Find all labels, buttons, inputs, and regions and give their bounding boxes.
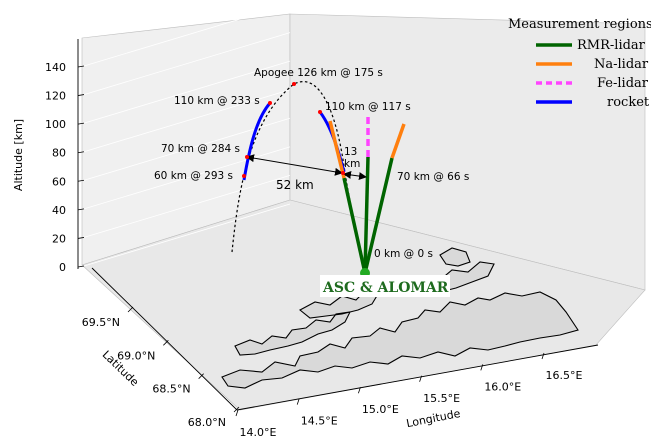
legend-title: Measurement regions — [508, 17, 651, 32]
z-grid-line — [83, 89, 291, 153]
z-tick-label: 120 — [45, 90, 66, 103]
x-tick-mark — [419, 375, 422, 382]
site-label: ASC & ALOMAR — [322, 280, 449, 296]
x-tick-mark — [296, 398, 300, 405]
z-grid-line — [83, 175, 291, 238]
legend-label-na: Na-lidar — [594, 57, 649, 72]
z-tick-mark — [77, 179, 85, 182]
y-tick-mark — [198, 373, 204, 379]
z-tick-mark — [77, 237, 85, 239]
marker-down70 — [245, 155, 249, 159]
z-tick-mark — [77, 151, 85, 154]
z-tick-mark — [77, 122, 85, 125]
label-down110: 110 km @ 233 s — [174, 95, 260, 107]
z-tick-label: 100 — [45, 118, 66, 131]
label-52km: 52 km — [276, 178, 314, 192]
marker-apogee — [292, 82, 296, 86]
y-tick-mark — [163, 340, 169, 346]
z-grid-line — [83, 203, 291, 267]
marker-up70 — [341, 171, 345, 175]
z-tick-mark — [77, 265, 85, 268]
z-ticks: 0 20 40 60 80 100 120 140 — [45, 61, 85, 274]
label-13km-line1: 13 — [344, 146, 357, 158]
label-down60: 60 km @ 293 s — [154, 170, 233, 182]
label-13km-line2: km — [344, 158, 360, 170]
na-beam-2 — [390, 123, 406, 159]
x-tick-label: 15.5°E — [423, 392, 460, 405]
z-grid-line — [83, 32, 291, 95]
z-tick-label: 140 — [45, 61, 66, 74]
x-tick-label: 16.0°E — [484, 380, 521, 393]
z-tick-label: 40 — [52, 204, 66, 217]
marker-down110 — [268, 101, 272, 105]
y-tick-mark — [127, 306, 134, 313]
z-axis-label: Altitude [km] — [12, 119, 25, 191]
y-tick-label: 68.0°N — [188, 416, 226, 429]
y-axis-line — [91, 267, 238, 411]
x-tick-mark — [541, 352, 545, 360]
y-tick-mark — [233, 406, 240, 413]
z-tick-mark — [77, 208, 85, 211]
x-tick-mark — [358, 387, 361, 394]
x-ticks: 14.0°E 14.5°E 15.0°E 15.5°E 16.0°E 16.5°E — [235, 352, 583, 439]
y-tick-label: 69.0°N — [117, 349, 155, 362]
legend: Measurement regions RMR-lidar Na-lidar F… — [508, 17, 651, 110]
y-tick-label: 69.5°N — [82, 316, 120, 329]
x-axis-line — [236, 344, 599, 411]
rmr-beam-1 — [342, 177, 367, 274]
y-ticks: 68.0°N 68.5°N 69.0°N 69.5°N — [82, 306, 240, 429]
rocket-descent-segment — [242, 102, 272, 181]
x-tick-label: 16.5°E — [546, 369, 583, 382]
label-down70: 70 km @ 284 s — [161, 143, 240, 155]
x-tick-mark — [235, 409, 239, 417]
x-tick-label: 15.0°E — [362, 403, 399, 416]
site-label-bg — [320, 275, 450, 297]
label-launch: 0 km @ 0 s — [374, 248, 433, 260]
distance-arrow-52km — [246, 154, 343, 176]
y-tick-label: 68.5°N — [152, 383, 190, 396]
legend-label-fe: Fe-lidar — [597, 76, 649, 91]
x-tick-label: 14.5°E — [301, 415, 338, 428]
z-tick-mark — [77, 94, 85, 96]
z-tick-label: 0 — [59, 261, 66, 274]
rmr-beam-2 — [363, 156, 370, 274]
z-tick-label: 20 — [52, 232, 66, 245]
z-grid-line — [83, 60, 291, 124]
x-tick-mark — [480, 364, 484, 371]
z-tick-label: 60 — [52, 175, 66, 188]
label-up110: 110 km @ 117 s — [325, 101, 411, 113]
marker-up110 — [318, 110, 322, 114]
distance-arrow-13km — [343, 170, 367, 181]
distance-arrows — [246, 154, 367, 181]
z-tick-label: 80 — [52, 147, 66, 160]
legend-label-rocket: rocket — [607, 95, 650, 110]
marker-down60 — [242, 174, 246, 178]
grid-lines — [83, 3, 291, 267]
z-tick-mark — [77, 65, 85, 68]
z-grid-line — [83, 3, 291, 67]
x-axis-label: Longitude — [405, 407, 461, 430]
label-apogee: Apogee 126 km @ 175 s — [254, 67, 383, 79]
x-tick-label: 14.0°E — [240, 426, 277, 439]
annotations: Apogee 126 km @ 175 s 110 km @ 233 s 110… — [154, 67, 469, 260]
label-up70: 70 km @ 66 s — [397, 171, 469, 183]
rmr-beam-3 — [363, 157, 394, 274]
legend-label-rmr: RMR-lidar — [577, 38, 646, 53]
